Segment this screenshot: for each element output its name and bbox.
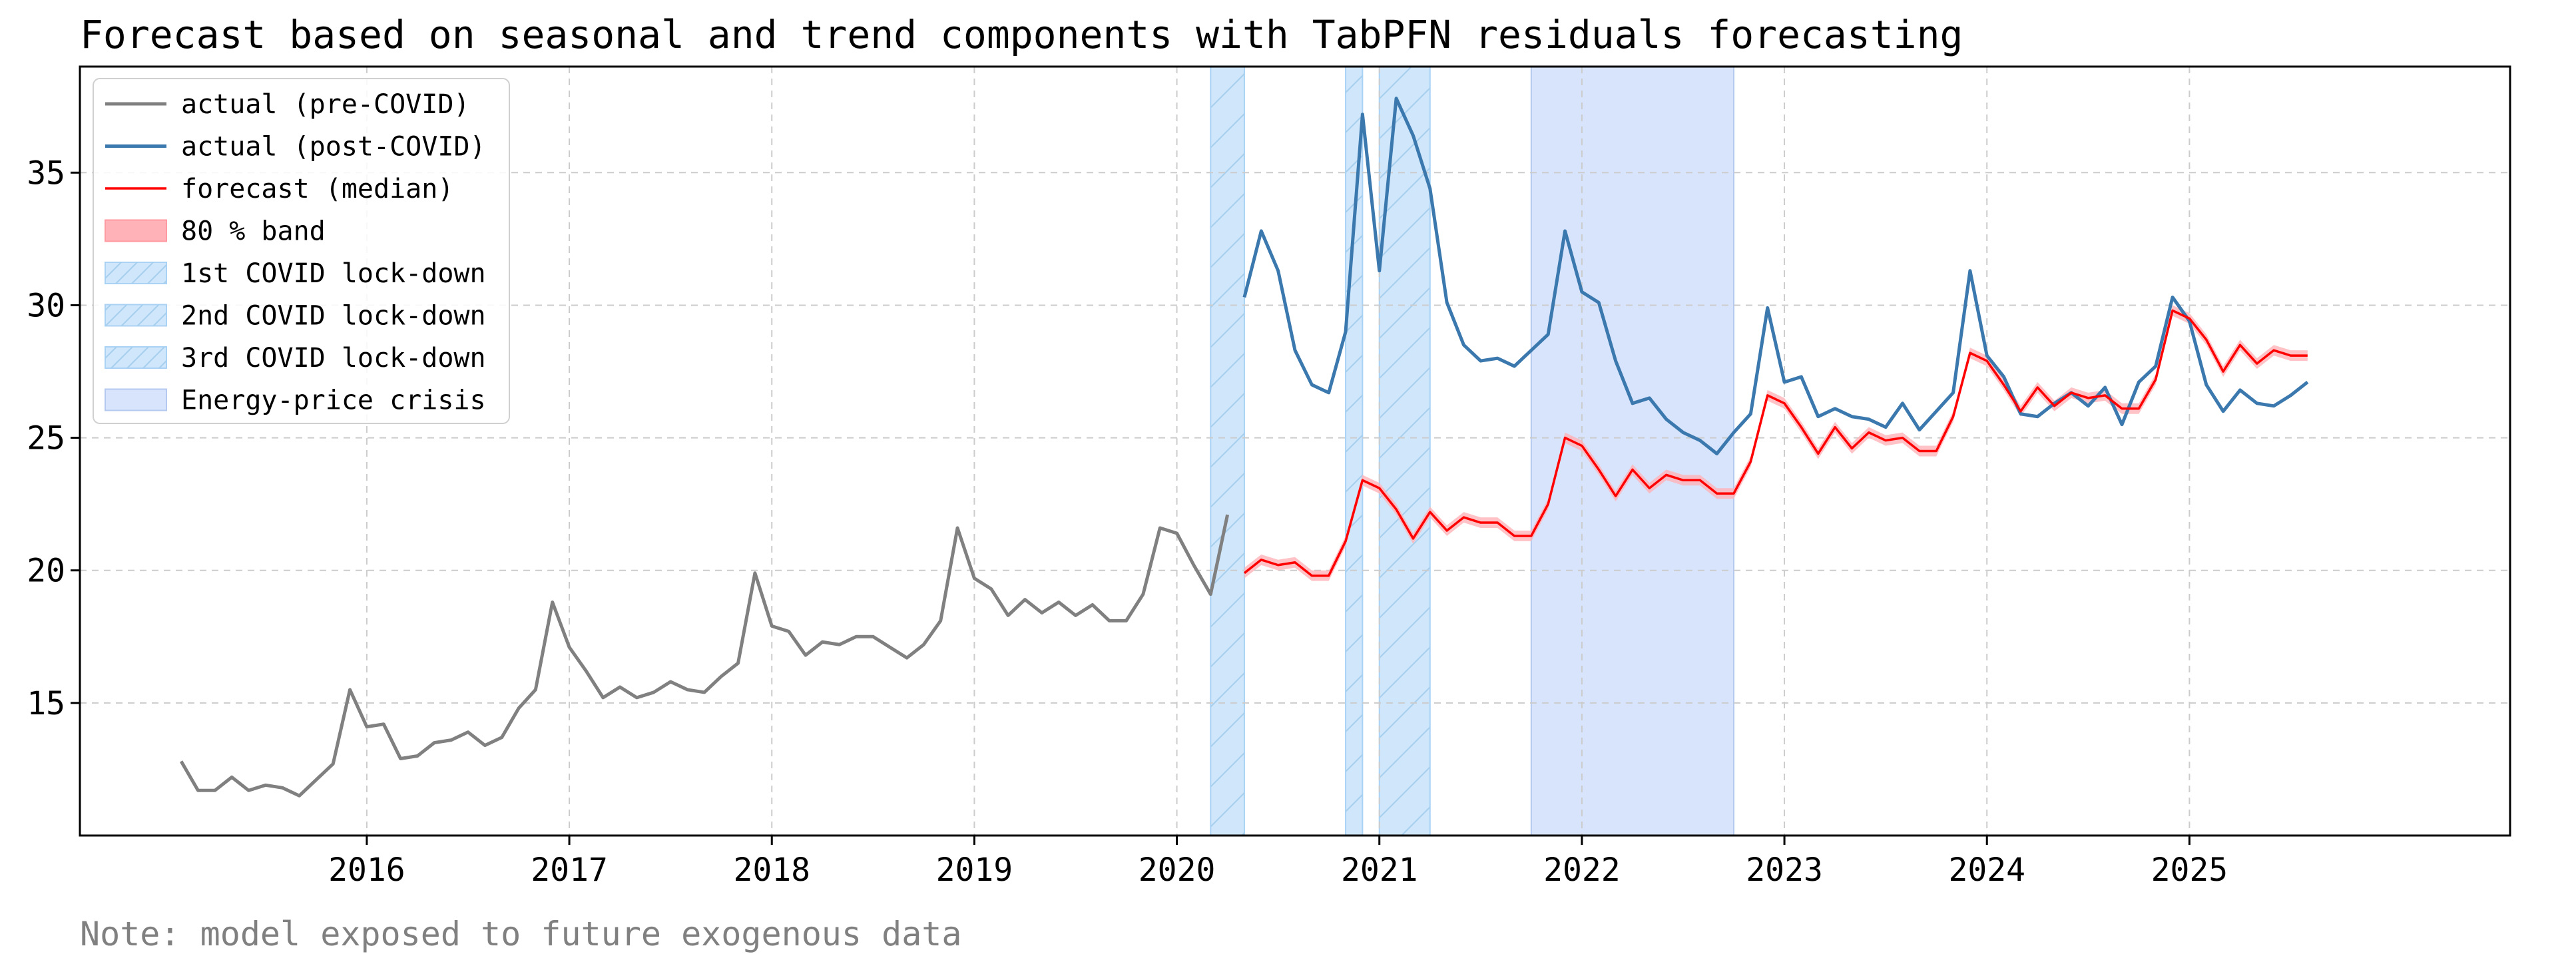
- legend-label: actual (pre-COVID): [181, 89, 469, 120]
- series-line-post-covid: [1242, 97, 2309, 455]
- x-tick-label: 2025: [2151, 851, 2228, 889]
- chart-title: Forecast based on seasonal and trend com…: [80, 12, 1963, 57]
- legend-swatch: [105, 219, 167, 242]
- x-tick-label: 2017: [531, 851, 608, 889]
- legend-label: 80 % band: [181, 216, 326, 247]
- legend: actual (pre-COVID) actual (post-COVID) for…: [93, 78, 510, 424]
- x-tick-label: 2024: [1948, 851, 2025, 889]
- y-axis: 15 20 25 30 35: [27, 154, 80, 722]
- legend-label: actual (post-COVID): [181, 132, 486, 162]
- x-tick-label: 2018: [733, 851, 810, 889]
- shaded-region-hatch-1: [1210, 67, 1244, 836]
- legend-swatch-hatch: [105, 262, 166, 284]
- y-tick-label: 20: [27, 553, 65, 590]
- x-tick-label: 2022: [1543, 851, 1621, 889]
- legend-swatch: [105, 388, 167, 411]
- shaded-regions: [1210, 67, 1735, 836]
- legend-label: 3rd COVID lock-down: [181, 343, 486, 373]
- shaded-region-4: [1530, 67, 1735, 836]
- legend-label: Energy-price crisis: [181, 385, 486, 416]
- legend-swatch-hatch: [105, 304, 166, 326]
- x-axis: 2016 2017 2018 2019 2020 2021 2022 2023 2024 2025: [328, 836, 2228, 889]
- chart-note: Note: model exposed to future exogenous …: [80, 915, 962, 953]
- x-tick-label: 2020: [1139, 851, 1216, 889]
- y-tick-label: 35: [27, 154, 65, 192]
- series-line-pre-covid: [179, 514, 1230, 798]
- legend-swatch-hatch: [105, 347, 166, 368]
- y-tick-label: 25: [27, 420, 65, 457]
- plot-frame: [79, 65, 2511, 837]
- series-line-forecast: [1243, 309, 2308, 577]
- legend-box: [93, 78, 510, 424]
- x-tick-label: 2021: [1341, 851, 1418, 889]
- x-tick-label: 2023: [1746, 851, 1823, 889]
- shaded-region-hatch-2: [1346, 67, 1363, 836]
- legend-label: forecast (median): [181, 174, 453, 204]
- legend-label: 1st COVID lock-down: [181, 258, 486, 289]
- x-tick-label: 2016: [328, 851, 405, 889]
- series-lines: [179, 97, 2309, 798]
- legend-label: 2nd COVID lock-down: [181, 301, 486, 332]
- y-tick-label: 30: [27, 287, 65, 324]
- y-tick-label: 15: [27, 685, 65, 722]
- x-tick-label: 2019: [936, 851, 1013, 889]
